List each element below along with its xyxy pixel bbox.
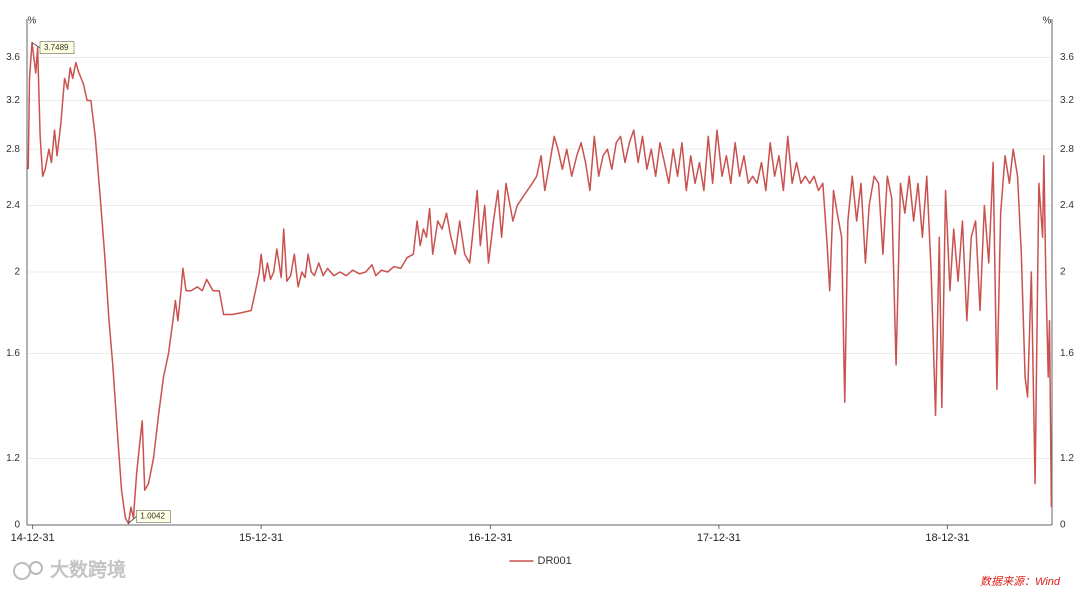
y-tick-label: 2.4 [6,200,20,211]
x-tick-label: 15-12-31 [239,532,283,544]
data-line [27,41,1053,525]
watermark: 大数跨境 [13,558,126,581]
watermark-icon [29,561,43,575]
y-tick-label: 1.2 [1060,453,1074,464]
y-tick-label: 2.4 [1060,200,1074,211]
annotation-box [136,510,171,523]
y-tick-label: 3.6 [1060,52,1074,63]
y-tick-label: 2.8 [1060,144,1074,155]
y-tick-label: 2 [1060,267,1066,278]
y-tick-label: 3.2 [1060,95,1074,106]
x-tick-label: 16-12-31 [468,532,512,544]
x-tick-label: 17-12-31 [697,532,741,544]
y-unit-left: % [28,16,37,27]
y-tick-label: 3.2 [6,95,20,106]
x-tick-label: 14-12-31 [11,532,55,544]
annotation-pointer [128,516,137,524]
annotation-pointer [31,42,41,49]
y-tick-label: 1.2 [6,453,20,464]
annotation-label: 3.7489 [44,43,69,52]
y-tick-label: 3.6 [6,52,20,63]
annotation-label: 1.0042 [140,512,165,521]
y-tick-label: 1.6 [1060,348,1074,359]
y-unit-right: % [1043,16,1052,27]
y-tick-label: 0 [14,520,20,531]
y-tick-label: 2 [14,267,20,278]
watermark-text: 大数跨境 [50,558,126,581]
source: 数据来源：Wind [980,575,1061,588]
legend-label: DR001 [538,555,572,567]
y-tick-label: 1.6 [6,348,20,359]
y-tick-label: 2.8 [6,144,20,155]
x-tick-label: 18-12-31 [925,532,969,544]
y-tick-label: 0 [1060,520,1066,531]
annotation-box [39,41,75,54]
